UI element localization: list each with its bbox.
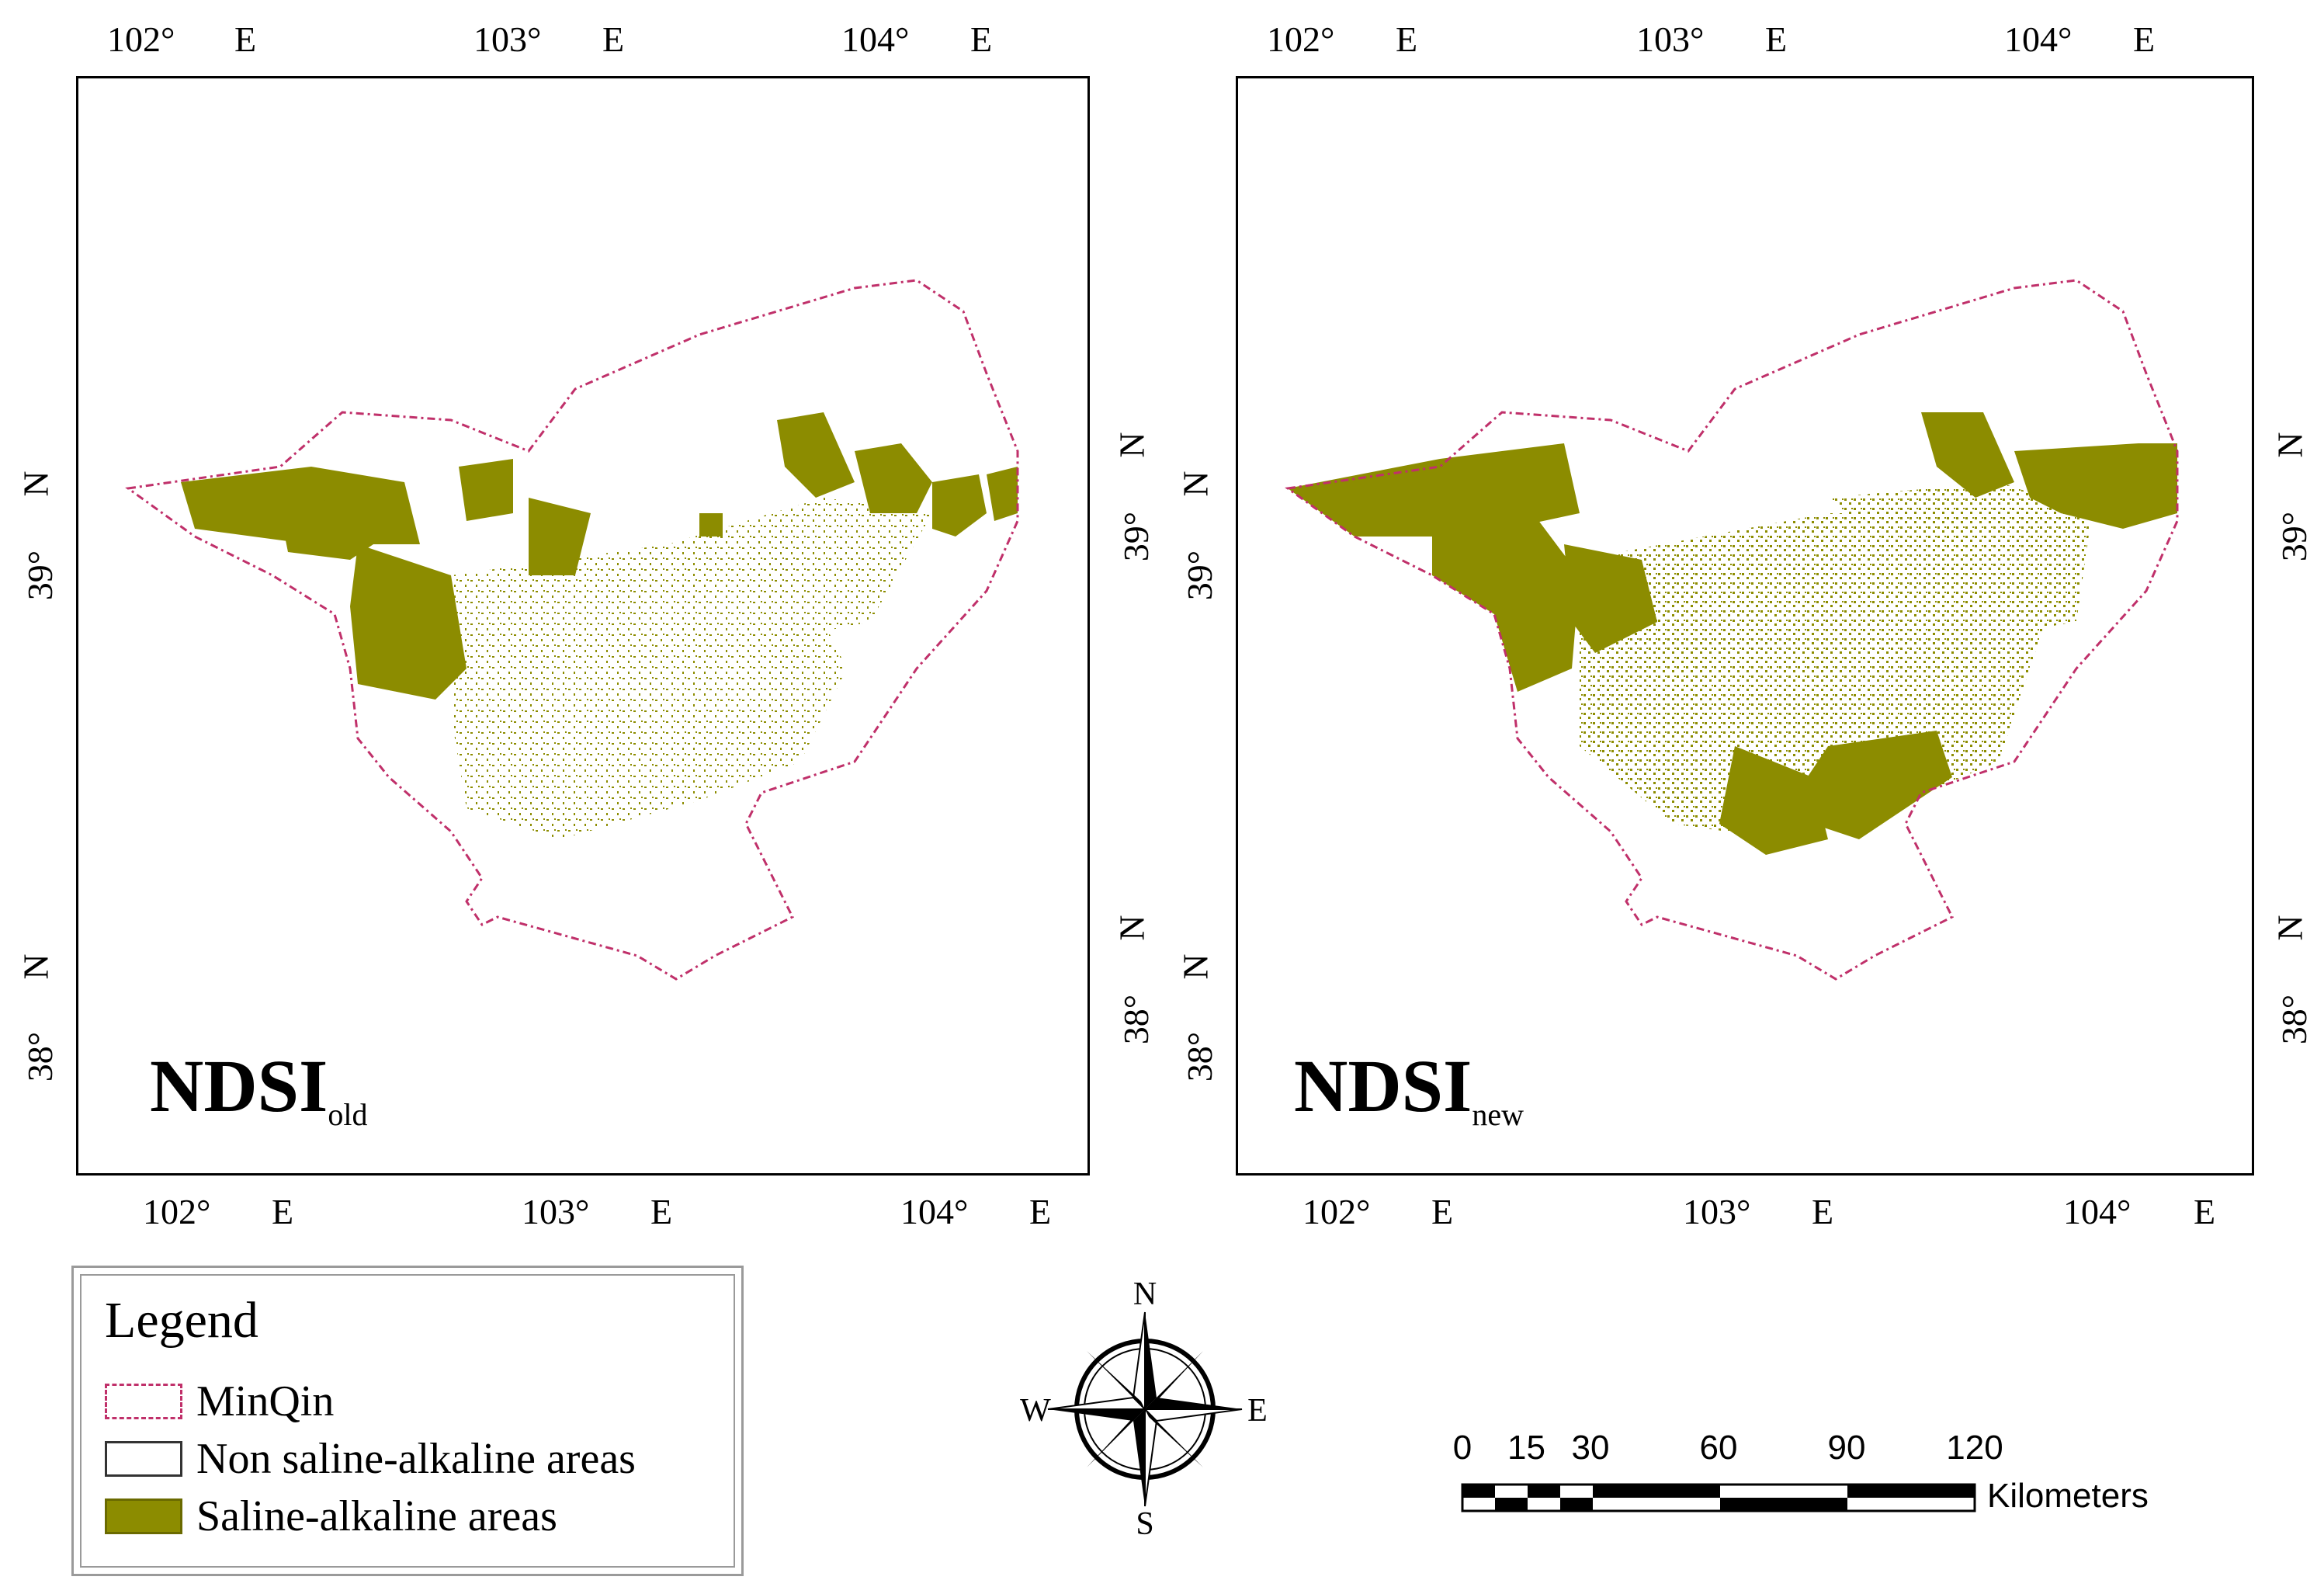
lon-label-bottom: E [650, 1192, 673, 1231]
minqin-boundary-new [1285, 279, 2179, 981]
legend-label: MinQin [196, 1377, 335, 1426]
map-canvas-new [1285, 279, 2179, 981]
lon-label-top: 104° [841, 19, 910, 59]
scale-bar: 0 15 30 60 90 120 Kilometers [1453, 1429, 2197, 1522]
lon-label-top: 102° [107, 19, 175, 59]
lon-label-top: 103° [473, 19, 542, 59]
scale-tick-label: 60 [1699, 1429, 1738, 1467]
compass-south: S [1136, 1506, 1153, 1537]
scale-seg [1847, 1485, 1975, 1498]
scale-seg [1593, 1485, 1720, 1498]
lon-label-top: 104° [2004, 19, 2073, 59]
lat-label-right: N [1112, 915, 1152, 941]
lat-label-right: 39° [1116, 511, 1157, 562]
lon-label-bottom: 102° [143, 1192, 211, 1231]
lat-label-left: N [1175, 471, 1216, 497]
compass-icon: N S W E [1020, 1276, 1268, 1542]
legend-item-non-saline: Non saline-alkaline areas [105, 1435, 636, 1483]
scale-seg [1495, 1498, 1528, 1511]
lon-label-bottom: 103° [1683, 1192, 1751, 1231]
scale-seg [1528, 1485, 1560, 1498]
lat-label-left: N [1175, 953, 1216, 980]
map-title-main: NDSI [150, 1044, 328, 1127]
scale-tick-label: 15 [1507, 1429, 1545, 1467]
legend-swatch-boundary [105, 1384, 182, 1419]
scale-tick-label: 0 [1452, 1429, 1472, 1467]
map-title-new: NDSInew [1294, 1049, 1524, 1130]
lon-label-top: E [1396, 19, 1418, 59]
legend-inner-frame [80, 1274, 735, 1568]
lon-label-top: E [234, 19, 257, 59]
scale-tick-label: 90 [1827, 1429, 1866, 1467]
lon-label-bottom: E [1029, 1192, 1052, 1231]
lat-label-left: N [16, 471, 56, 497]
lat-label-left: 38° [20, 1031, 61, 1082]
legend: Legend MinQin Non saline-alkaline areas … [71, 1266, 744, 1576]
scale-tick-label: 120 [1946, 1429, 2003, 1467]
lon-label-bottom: E [2194, 1192, 2216, 1231]
map-frame-old: NDSIold [76, 76, 1090, 1176]
lon-label-top: E [1765, 19, 1788, 59]
legend-swatch-non-saline [105, 1441, 182, 1477]
legend-item-saline: Saline-alkaline areas [105, 1492, 557, 1540]
legend-label: Saline-alkaline areas [196, 1492, 557, 1540]
speckle-areas-old [451, 498, 932, 839]
lon-label-bottom: 104° [900, 1192, 969, 1231]
lon-label-top: E [602, 19, 625, 59]
compass-north: N [1133, 1281, 1157, 1312]
lat-label-right: 38° [1116, 994, 1157, 1045]
lon-label-top: E [2133, 19, 2156, 59]
minqin-boundary-old [125, 279, 1019, 981]
lat-label-left: N [16, 953, 56, 980]
lon-label-top: E [970, 19, 993, 59]
saline-areas-old [181, 412, 1018, 700]
lon-label-bottom: E [1812, 1192, 1834, 1231]
compass-west: W [1020, 1393, 1051, 1429]
legend-title: Legend [105, 1292, 258, 1349]
map-title-subscript: old [328, 1097, 368, 1132]
scale-seg [1720, 1498, 1847, 1511]
scale-tick-label: 30 [1571, 1429, 1610, 1467]
lat-label-right: 39° [2274, 511, 2315, 562]
speckle-areas-new [1580, 482, 2092, 839]
lon-label-bottom: E [1431, 1192, 1454, 1231]
lon-label-bottom: 102° [1302, 1192, 1371, 1231]
map-canvas-old [125, 279, 1019, 981]
lat-label-right: N [1112, 432, 1152, 458]
map-title-old: NDSIold [150, 1049, 368, 1130]
lon-label-bottom: E [272, 1192, 294, 1231]
lat-label-left: 39° [20, 550, 61, 601]
compass-rose: N S W E [1017, 1276, 1273, 1542]
lat-label-left: 39° [1180, 550, 1220, 601]
legend-swatch-saline [105, 1498, 182, 1534]
scale-unit: Kilometers [1987, 1477, 2149, 1515]
map-title-main: NDSI [1294, 1044, 1472, 1127]
lon-label-top: 103° [1636, 19, 1705, 59]
legend-label: Non saline-alkaline areas [196, 1435, 636, 1483]
scale-seg [1462, 1485, 1495, 1498]
lat-label-right: N [2270, 915, 2310, 941]
lon-label-bottom: 103° [522, 1192, 590, 1231]
scale-seg [1560, 1498, 1593, 1511]
legend-item-minqin: MinQin [105, 1377, 335, 1426]
map-frame-new: NDSInew [1236, 76, 2254, 1176]
scale-bar-graphic [1461, 1483, 1976, 1512]
lat-label-left: 38° [1180, 1031, 1220, 1082]
lat-label-right: N [2270, 432, 2310, 458]
map-title-subscript: new [1472, 1097, 1524, 1132]
compass-east: E [1247, 1393, 1268, 1429]
lat-label-right: 38° [2274, 994, 2315, 1045]
lon-label-top: 102° [1267, 19, 1335, 59]
lon-label-bottom: 104° [2063, 1192, 2131, 1231]
